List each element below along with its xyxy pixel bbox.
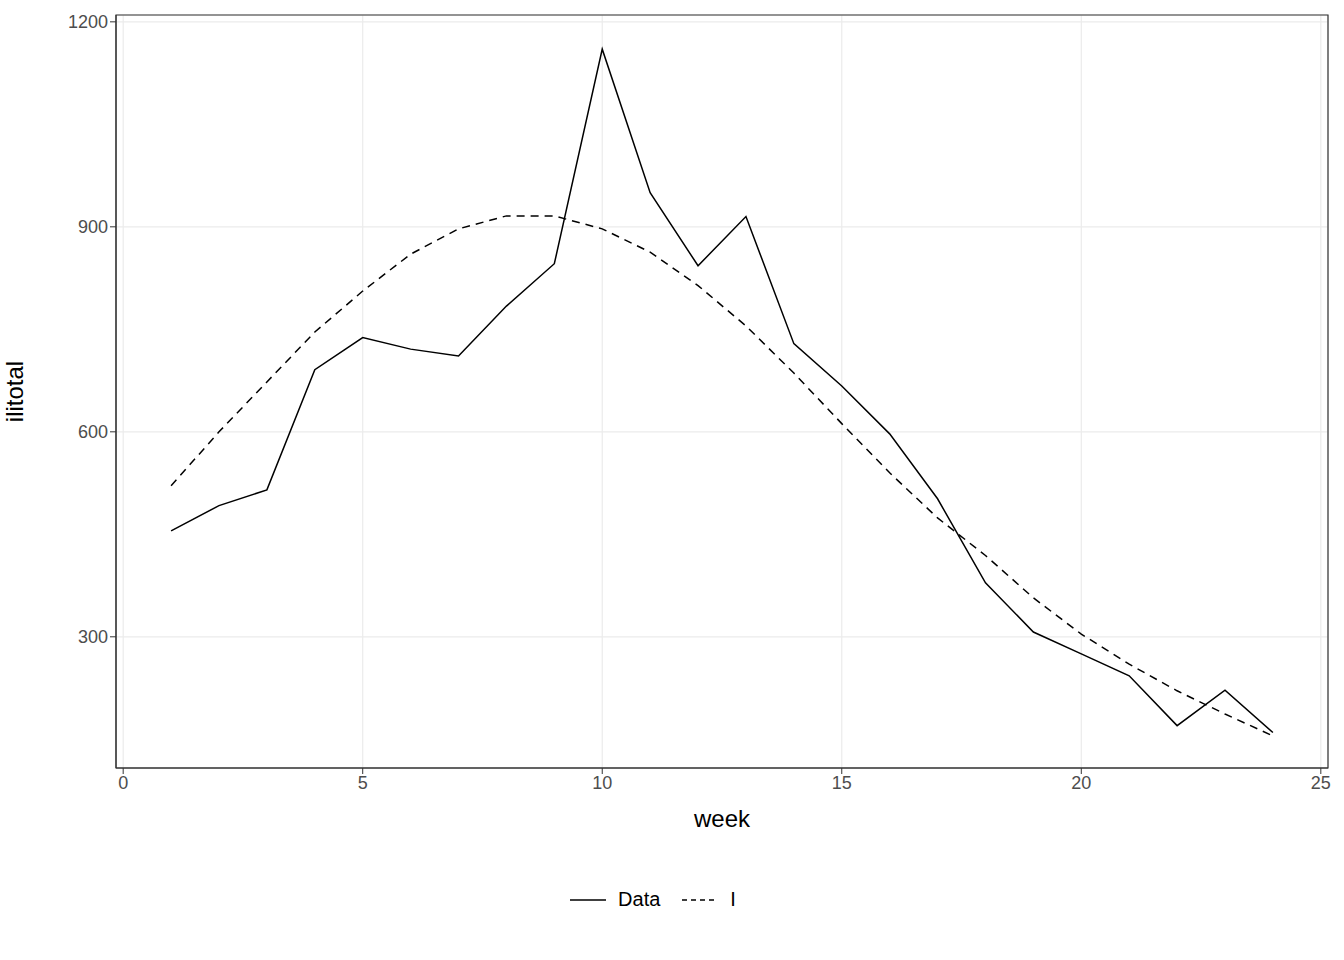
svg-text:5: 5 xyxy=(358,773,368,793)
svg-text:20: 20 xyxy=(1071,773,1091,793)
svg-text:1200: 1200 xyxy=(68,12,108,32)
svg-text:900: 900 xyxy=(78,217,108,237)
html-text:Data: Data xyxy=(618,888,661,910)
svg-text:week: week xyxy=(693,805,751,832)
svg-text:25: 25 xyxy=(1311,773,1331,793)
svg-text:15: 15 xyxy=(832,773,852,793)
svg-text:10: 10 xyxy=(592,773,612,793)
html-text:I: I xyxy=(730,888,736,910)
svg-text:0: 0 xyxy=(118,773,128,793)
svg-text:300: 300 xyxy=(78,627,108,647)
svg-text:ilitotal: ilitotal xyxy=(8,361,28,422)
svg-text:600: 600 xyxy=(78,422,108,442)
